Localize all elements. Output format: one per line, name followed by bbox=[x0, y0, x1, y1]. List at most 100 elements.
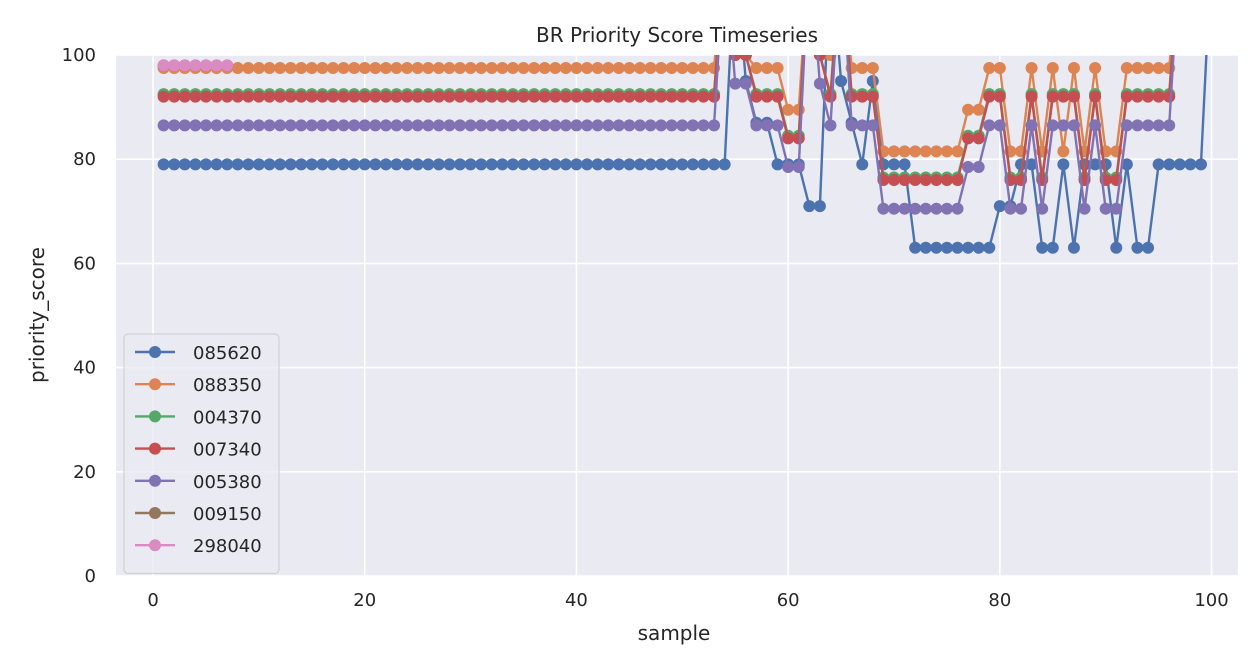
data-point bbox=[866, 119, 879, 132]
data-point bbox=[1046, 241, 1059, 254]
data-point bbox=[760, 119, 773, 132]
data-point bbox=[1067, 119, 1080, 132]
data-point bbox=[930, 241, 943, 254]
data-point bbox=[1131, 90, 1144, 103]
data-point bbox=[485, 119, 498, 132]
data-point bbox=[739, 55, 752, 61]
legend-item: 007340 bbox=[135, 440, 262, 461]
data-point bbox=[549, 119, 562, 132]
data-point bbox=[1036, 202, 1049, 215]
data-point bbox=[337, 119, 350, 132]
data-point bbox=[1015, 202, 1028, 215]
data-point bbox=[432, 90, 445, 103]
data-point bbox=[178, 90, 191, 103]
data-point bbox=[422, 158, 435, 171]
data-point bbox=[708, 158, 721, 171]
data-point bbox=[972, 103, 985, 116]
legend-item: 005380 bbox=[135, 472, 262, 493]
data-point bbox=[178, 158, 191, 171]
data-point bbox=[549, 62, 562, 75]
data-point bbox=[708, 119, 721, 132]
data-point bbox=[528, 119, 541, 132]
data-point bbox=[496, 62, 509, 75]
data-point bbox=[189, 119, 202, 132]
data-point bbox=[475, 119, 488, 132]
data-point bbox=[750, 119, 763, 132]
data-point bbox=[369, 158, 382, 171]
data-point bbox=[1163, 158, 1176, 171]
data-point bbox=[591, 90, 604, 103]
data-point bbox=[210, 90, 223, 103]
data-point bbox=[528, 158, 541, 171]
data-point bbox=[1025, 119, 1038, 132]
data-point bbox=[919, 145, 932, 158]
data-point bbox=[168, 90, 181, 103]
legend-item: 088350 bbox=[135, 375, 262, 396]
data-point bbox=[1025, 62, 1038, 75]
data-point bbox=[729, 55, 742, 61]
data-point bbox=[919, 241, 932, 254]
series-007340 bbox=[157, 55, 1176, 187]
data-point bbox=[581, 158, 594, 171]
data-point bbox=[231, 158, 244, 171]
data-point bbox=[951, 202, 964, 215]
data-point bbox=[1067, 90, 1080, 103]
data-point bbox=[559, 158, 572, 171]
data-point bbox=[1152, 119, 1165, 132]
data-point bbox=[348, 62, 361, 75]
data-point bbox=[898, 158, 911, 171]
data-point bbox=[708, 90, 721, 103]
data-point bbox=[221, 119, 234, 132]
data-point bbox=[623, 119, 636, 132]
data-point bbox=[390, 158, 403, 171]
data-point bbox=[1099, 202, 1112, 215]
data-point bbox=[379, 90, 392, 103]
data-point bbox=[295, 158, 308, 171]
data-point bbox=[379, 119, 392, 132]
data-point bbox=[1046, 90, 1059, 103]
data-point bbox=[337, 90, 350, 103]
data-point bbox=[231, 119, 244, 132]
x-axis-label: sample bbox=[638, 621, 711, 645]
data-point bbox=[792, 161, 805, 174]
data-point bbox=[443, 158, 456, 171]
data-point bbox=[242, 90, 255, 103]
data-point bbox=[1110, 241, 1123, 254]
data-point bbox=[612, 158, 625, 171]
data-point bbox=[305, 158, 318, 171]
data-point bbox=[305, 62, 318, 75]
axes: 0 20 40 60 80 100 0 20 40 60 80 100 bbox=[62, 45, 1229, 611]
data-point bbox=[983, 62, 996, 75]
y-tick-label: 0 bbox=[85, 566, 96, 587]
data-point bbox=[432, 62, 445, 75]
data-point bbox=[199, 158, 212, 171]
data-point bbox=[274, 90, 287, 103]
data-point bbox=[168, 119, 181, 132]
legend: 085620 088350 004370 007340 005380 009150 2980… bbox=[123, 333, 280, 574]
data-point bbox=[496, 158, 509, 171]
data-point bbox=[644, 90, 657, 103]
data-point bbox=[782, 161, 795, 174]
data-point bbox=[517, 158, 530, 171]
data-point bbox=[962, 132, 975, 145]
data-point bbox=[676, 119, 689, 132]
data-point bbox=[559, 62, 572, 75]
data-point bbox=[771, 90, 784, 103]
data-point bbox=[252, 158, 265, 171]
data-point bbox=[422, 62, 435, 75]
data-point bbox=[633, 62, 646, 75]
data-point bbox=[178, 59, 191, 72]
legend-marker bbox=[149, 507, 161, 519]
data-point bbox=[559, 119, 572, 132]
data-point bbox=[750, 62, 763, 75]
data-point bbox=[686, 90, 699, 103]
data-point bbox=[612, 119, 625, 132]
series-005380 bbox=[157, 55, 1176, 215]
data-point bbox=[760, 90, 773, 103]
data-point bbox=[189, 59, 202, 72]
data-point bbox=[739, 77, 752, 90]
data-point bbox=[940, 202, 953, 215]
data-point bbox=[221, 59, 234, 72]
data-point bbox=[263, 119, 276, 132]
data-point bbox=[443, 90, 456, 103]
